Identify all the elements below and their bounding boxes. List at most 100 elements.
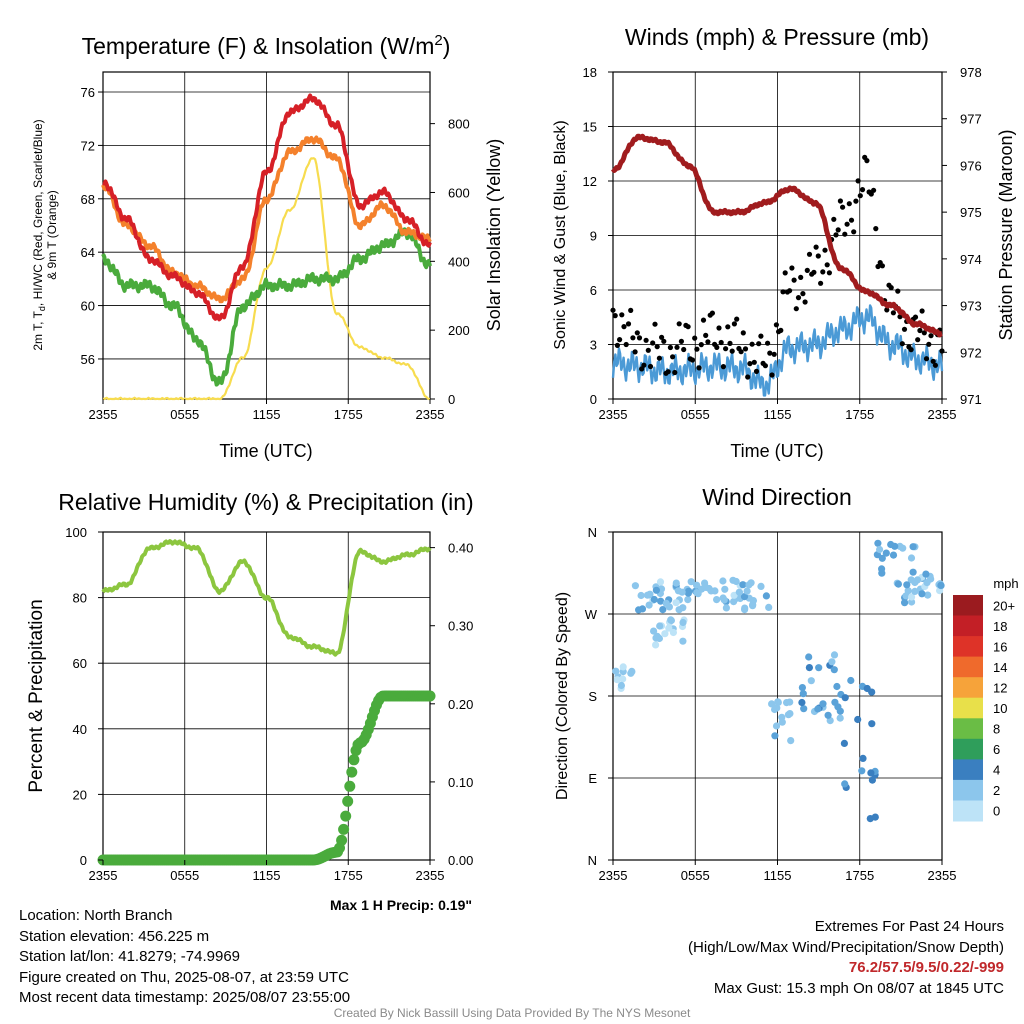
direction-point: [749, 602, 757, 610]
gust-point: [729, 348, 735, 354]
gust-point: [831, 216, 837, 222]
gust-point: [826, 270, 833, 276]
colorbar-box: [953, 738, 983, 760]
gust-point: [795, 295, 802, 301]
gust-point: [614, 342, 621, 348]
colorbar-label: 20+: [993, 598, 1015, 613]
direction-point: [807, 677, 815, 685]
gust-point: [787, 288, 793, 294]
direction-point: [730, 598, 738, 606]
gust-point: [623, 341, 629, 348]
gust-point: [855, 178, 861, 184]
direction-point: [765, 603, 773, 612]
direction-point: [918, 590, 926, 598]
direction-point: [678, 588, 686, 596]
gust-point: [610, 307, 616, 313]
gust-point: [890, 310, 897, 316]
x-tick-label: 1755: [845, 868, 874, 883]
precip-point: [338, 823, 350, 835]
y2-tick-label: 800: [448, 117, 470, 132]
direction-point: [721, 585, 729, 593]
direction-point: [672, 599, 680, 607]
gust-point: [815, 253, 821, 259]
direction-point: [665, 603, 674, 611]
colorbar-box: [953, 697, 983, 719]
x-tick-label: 1155: [253, 407, 281, 422]
temp-grid: [102, 72, 431, 399]
wind-ylabel-left: Sonic Wind & Gust (Blue, Black): [552, 120, 569, 349]
direction-point: [911, 587, 919, 596]
max-gust-text: Max Gust: 15.3 mph On 08/07 at 1845 UTC: [713, 979, 1004, 997]
gust-point: [857, 193, 863, 199]
direction-point: [657, 597, 665, 605]
wind-ylabel-right: Station Pressure (Maroon): [996, 129, 1016, 340]
gust-point: [813, 244, 819, 250]
gust-point: [634, 330, 640, 336]
gust-point: [818, 280, 824, 286]
gust-point: [778, 327, 784, 333]
gust-point: [718, 339, 724, 346]
gust-point: [846, 201, 852, 207]
colorbar-box: [953, 615, 983, 637]
colorbar-box: [953, 636, 983, 658]
direction-point: [841, 694, 849, 702]
gust-point: [619, 312, 625, 318]
gust-point: [703, 332, 709, 338]
direction-point: [798, 698, 806, 707]
y2-tick-label: 971: [960, 392, 982, 407]
temp-9m-line: [101, 135, 432, 304]
gust-point: [932, 362, 939, 368]
colorbar-box: [953, 677, 983, 699]
precip-point: [424, 690, 436, 702]
gust-point: [645, 347, 651, 353]
colorbar-box: [953, 595, 983, 616]
direction-point: [833, 682, 841, 691]
gust-point: [723, 346, 729, 352]
gust-point: [650, 340, 656, 346]
rh-line: [101, 539, 432, 657]
gust-point: [643, 337, 649, 343]
precip-point: [336, 834, 348, 846]
gust-points: [610, 154, 945, 380]
y2-tick-label: 0.30: [448, 619, 473, 634]
direction-point: [924, 591, 932, 599]
temp-ylabel-left: 2m T, Td, HI/WC (Red, Green, Scarlet/Blu…: [31, 119, 47, 350]
direction-point: [743, 587, 751, 595]
colorbar-label: 18: [993, 619, 1007, 634]
direction-point: [867, 769, 875, 777]
y2-tick-label: 977: [960, 112, 982, 127]
dir-ylabel-left: Direction (Colored By Speed): [554, 592, 571, 800]
direction-point: [679, 604, 687, 612]
direction-point: [650, 595, 658, 604]
y2-tick-label: 0.00: [448, 853, 473, 868]
precip-point: [348, 754, 360, 766]
direction-point: [815, 664, 823, 672]
direction-point: [799, 690, 807, 698]
colorbar-label: 8: [993, 722, 1000, 737]
y-tick-label: 72: [81, 138, 95, 153]
direction-point: [909, 543, 917, 551]
gust-point: [747, 361, 753, 367]
y-tick-label: N: [588, 525, 597, 540]
y-tick-label: 0: [80, 853, 87, 868]
y-tick-label: 9: [590, 229, 597, 244]
gust-point: [632, 349, 638, 355]
direction-point: [665, 624, 673, 632]
gust-point: [674, 344, 680, 350]
y-tick-label: S: [588, 689, 597, 704]
direction-point: [646, 590, 654, 598]
direction-point: [830, 666, 838, 674]
y-tick-label: 60: [81, 299, 95, 314]
gust-point: [709, 310, 716, 316]
direction-point: [784, 711, 793, 719]
gust-point: [716, 325, 722, 331]
gust-point: [884, 307, 890, 313]
gust-point: [652, 321, 658, 327]
y-tick-label: 68: [81, 192, 95, 207]
colorbar-label: 4: [993, 763, 1000, 778]
gust-point: [793, 306, 799, 312]
y2-tick-label: 975: [960, 205, 982, 220]
direction-point: [922, 570, 930, 578]
gust-point: [765, 340, 771, 346]
direction-point: [684, 596, 692, 604]
